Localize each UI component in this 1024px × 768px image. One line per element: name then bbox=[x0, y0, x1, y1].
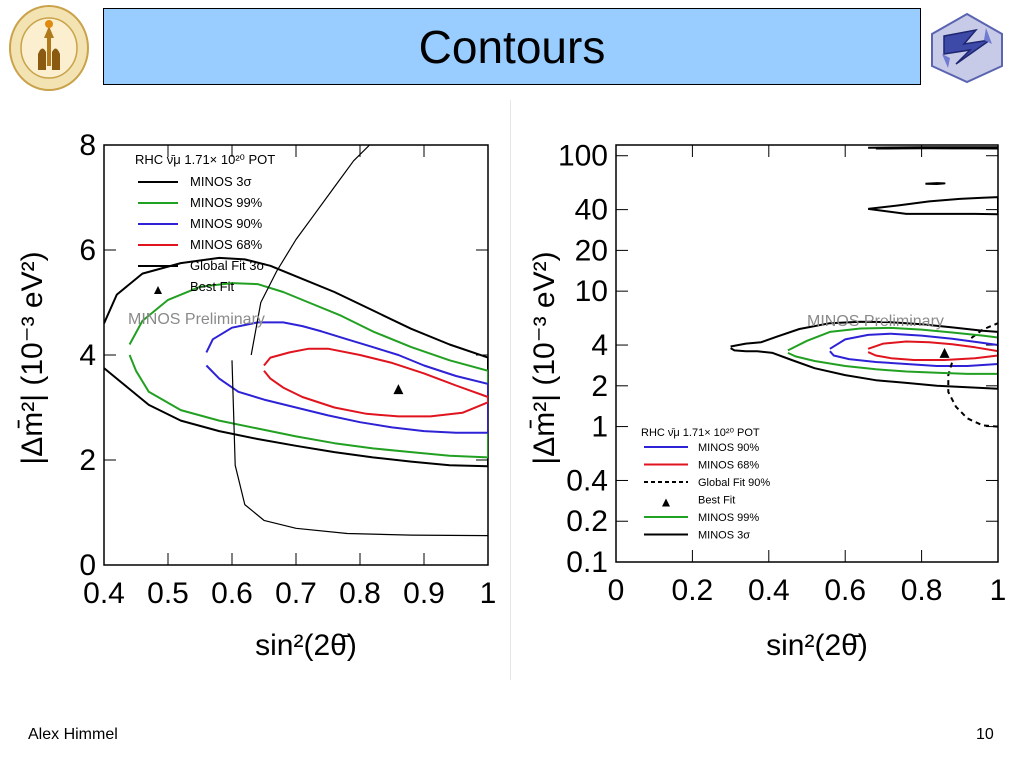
x-tick-label: 0.6 bbox=[211, 577, 253, 610]
legend-label-minos-3: MINOS 3σ bbox=[698, 530, 750, 542]
legend-label-minos-90: MINOS 90% bbox=[190, 216, 263, 231]
legend-label-global-fit-90: Global Fit 90% bbox=[698, 477, 770, 489]
legend-label-minos-3: MINOS 3σ bbox=[190, 174, 251, 189]
y-tick-label: 4 bbox=[79, 339, 96, 372]
legend-title: RHC ν̄μ 1.71× 10²⁰ POT bbox=[135, 152, 275, 167]
title-bar: Contours bbox=[103, 8, 921, 85]
x-axis-label: sin²(2θ̄) bbox=[766, 629, 868, 662]
minos-68-contour bbox=[263, 347, 488, 418]
y-tick-label: 20 bbox=[575, 234, 608, 267]
minos-3-contour bbox=[104, 256, 488, 468]
global-fit-90-contour bbox=[947, 322, 998, 428]
best-fit-marker bbox=[393, 384, 404, 395]
x-tick-label: 0.4 bbox=[748, 574, 790, 607]
x-tick-label: 0.2 bbox=[672, 574, 714, 607]
left-chart-panel: 0.4 0.5 0.6 0.7 0.8 0.9 1 0 2 4 6 8 sin²(2θ̄) |Δm̄²| … bbox=[0, 100, 512, 680]
y-tick-label: 1 bbox=[591, 411, 608, 444]
y-tick-label: 40 bbox=[575, 194, 608, 227]
footer-author: Alex Himmel bbox=[28, 726, 118, 743]
legend-label-minos-68: MINOS 68% bbox=[190, 237, 263, 252]
best-fit-marker bbox=[939, 347, 950, 358]
x-axis-label: sin²(2θ̄) bbox=[255, 629, 357, 662]
left-contour-chart: 0.4 0.5 0.6 0.7 0.8 0.9 1 0 2 4 6 8 sin²(2θ̄) |Δm̄²| … bbox=[16, 129, 497, 662]
plot-frame bbox=[615, 144, 999, 563]
legend-title: RHC ν̄μ 1.71× 10²⁰ POT bbox=[641, 427, 760, 439]
y-tick-label: 6 bbox=[79, 234, 96, 267]
legend-label-minos-99: MINOS 99% bbox=[190, 195, 263, 210]
legend-marker-best-fit bbox=[154, 286, 162, 294]
x-tick-label: 0 bbox=[608, 574, 625, 607]
minos-logo-icon bbox=[931, 12, 1003, 84]
minos-99-contour bbox=[787, 326, 998, 375]
x-tick-label: 1 bbox=[480, 577, 497, 610]
minos-99-contour bbox=[128, 282, 488, 459]
slide-title: Contours bbox=[418, 20, 606, 73]
x-tick-label: 0.6 bbox=[824, 574, 866, 607]
minos-68-contour bbox=[867, 340, 998, 361]
right-contour-chart: 0 0.2 0.4 0.6 0.8 1 0.1 0.2 0.4 1 2 4 10 20 40 100 sin²(… bbox=[528, 140, 1007, 662]
panel-divider bbox=[510, 100, 511, 680]
plot-frame bbox=[103, 144, 489, 566]
legend-label-minos-68: MINOS 68% bbox=[698, 460, 759, 472]
minos-preliminary-label: MINOS Preliminary bbox=[807, 313, 944, 330]
minos-preliminary-label: MINOS Preliminary bbox=[128, 311, 265, 328]
legend-label-minos-99: MINOS 99% bbox=[698, 512, 759, 524]
y-tick-label: 2 bbox=[79, 444, 96, 477]
legend-label-global-fit-3: Global Fit 3σ bbox=[190, 258, 265, 273]
right-chart-panel: 0 0.2 0.4 0.6 0.8 1 0.1 0.2 0.4 1 2 4 10 20 40 100 sin²(… bbox=[512, 100, 1024, 680]
y-axis-label: |Δm̄²| (10⁻³ eV²) bbox=[528, 251, 561, 464]
y-tick-label: 2 bbox=[591, 370, 608, 403]
minos-3-contour bbox=[730, 146, 998, 390]
y-axis-label: |Δm̄²| (10⁻³ eV²) bbox=[16, 251, 49, 464]
x-tick-label: 0.5 bbox=[147, 577, 189, 610]
x-tick-label: 1 bbox=[990, 574, 1007, 607]
x-tick-label: 0.8 bbox=[339, 577, 381, 610]
legend-marker-best-fit bbox=[662, 498, 670, 507]
y-tick-label: 0 bbox=[79, 549, 96, 582]
x-tick-label: 0.4 bbox=[83, 577, 125, 610]
x-tick-label: 0.7 bbox=[275, 577, 317, 610]
x-tick-label: 0.8 bbox=[901, 574, 943, 607]
y-tick-label: 10 bbox=[575, 275, 608, 308]
y-tick-label: 4 bbox=[591, 329, 608, 362]
x-tick-label: 0.9 bbox=[403, 577, 445, 610]
legend-label-minos-90: MINOS 90% bbox=[698, 442, 759, 454]
y-tick-label: 100 bbox=[558, 140, 608, 173]
global-fit-3-contour bbox=[231, 145, 488, 537]
legend-label-best-fit: Best Fit bbox=[190, 279, 234, 294]
page-number: 10 bbox=[976, 726, 994, 743]
y-tick-label: 0.4 bbox=[566, 464, 608, 497]
y-tick-label: 8 bbox=[79, 129, 96, 162]
minos-90-contour bbox=[829, 332, 998, 367]
caltech-seal-icon bbox=[9, 5, 89, 91]
y-tick-label: 0.1 bbox=[566, 546, 608, 579]
legend-label-best-fit: Best Fit bbox=[698, 495, 735, 507]
y-tick-label: 0.2 bbox=[566, 505, 608, 538]
minos-90-contour bbox=[205, 321, 488, 434]
